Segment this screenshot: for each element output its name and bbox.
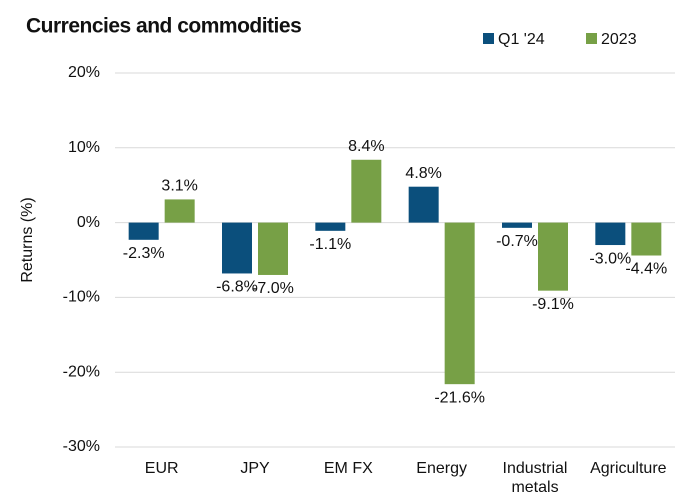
y-tick-label: 20%	[68, 64, 100, 81]
x-tick-label: EUR	[144, 460, 179, 477]
x-tick-label: EM FX	[323, 460, 373, 477]
data-label: -9.1%	[532, 296, 574, 313]
data-label: -2.3%	[123, 245, 165, 262]
data-label: 4.8%	[405, 165, 441, 182]
y-tick-label: -10%	[63, 289, 100, 306]
bar	[595, 222, 626, 246]
legend-label: 2023	[601, 31, 637, 48]
y-axis-label: Returns (%)	[19, 197, 36, 282]
bar	[408, 186, 439, 223]
legend-label: Q1 '24	[498, 31, 545, 48]
bar	[444, 222, 475, 385]
data-label: -6.8%	[216, 279, 258, 296]
x-tick-label: JPY	[240, 460, 270, 477]
y-tick-label: -20%	[63, 363, 100, 380]
chart-title: Currencies and commodities	[26, 15, 301, 38]
bar	[128, 222, 159, 240]
data-label: -3.0%	[589, 250, 631, 267]
bar	[258, 222, 288, 275]
bar	[538, 222, 568, 291]
bar	[222, 222, 252, 274]
legend-swatch	[483, 33, 494, 44]
data-label: -4.4%	[625, 261, 667, 278]
data-label: -0.7%	[496, 233, 538, 250]
x-tick-label: Energy	[416, 460, 467, 477]
data-label: -1.1%	[309, 236, 351, 253]
data-label: -7.0%	[252, 280, 294, 297]
legend-swatch	[586, 33, 597, 44]
data-label: 3.1%	[161, 178, 197, 195]
data-label: 8.4%	[348, 138, 384, 155]
bar	[315, 222, 346, 231]
x-tick-label: Industrial metals	[502, 460, 568, 496]
bar	[631, 222, 662, 256]
bar	[502, 222, 532, 228]
y-tick-label: 0%	[77, 214, 100, 231]
y-tick-label: 10%	[68, 139, 100, 156]
bar	[351, 159, 382, 223]
bar	[164, 199, 195, 223]
x-tick-label: Agriculture	[590, 460, 667, 477]
data-label: -21.6%	[434, 389, 485, 406]
y-tick-label: -30%	[63, 438, 100, 455]
